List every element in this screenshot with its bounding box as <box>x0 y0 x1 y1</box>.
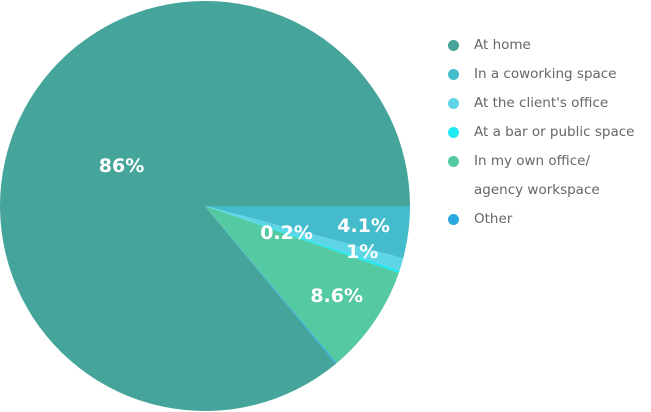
legend-swatch <box>448 214 459 225</box>
legend-item: At the client's office <box>446 89 651 118</box>
value-label: 4.1% <box>337 215 390 237</box>
legend-item: At home <box>446 31 651 60</box>
legend-label: At home <box>474 37 531 53</box>
pie-slice <box>0 0 411 411</box>
legend-label: At the client's office <box>474 95 609 111</box>
pie-slice <box>205 206 410 259</box>
legend-swatch <box>448 98 459 109</box>
legend-swatch <box>448 156 459 167</box>
legend: At home In a coworking space At the client… <box>446 31 651 234</box>
pie-slice <box>205 206 399 364</box>
pie-slice <box>205 206 337 364</box>
legend-label: In my own office/ agency workspace <box>474 153 600 198</box>
legend-item: At a bar or public space <box>446 118 651 147</box>
value-label: 0.2% <box>260 222 313 244</box>
legend-swatch <box>448 69 459 80</box>
value-label: 1% <box>346 241 378 263</box>
value-label: 86% <box>99 155 144 177</box>
pie-slice <box>205 206 404 271</box>
legend-label: At a bar or public space <box>474 124 635 140</box>
pie-slice <box>205 206 400 274</box>
legend-label: Other <box>474 211 513 227</box>
value-label: 8.6% <box>310 285 363 307</box>
pie-chart: 86% 4.1% 1% 0.2% 8.6% <box>0 0 411 411</box>
legend-item: In my own office/ agency workspace <box>446 147 651 205</box>
legend-item: In a coworking space <box>446 60 651 89</box>
legend-item: Other <box>446 205 651 234</box>
legend-label: In a coworking space <box>474 66 617 82</box>
legend-swatch <box>448 127 459 138</box>
legend-swatch <box>448 40 459 51</box>
